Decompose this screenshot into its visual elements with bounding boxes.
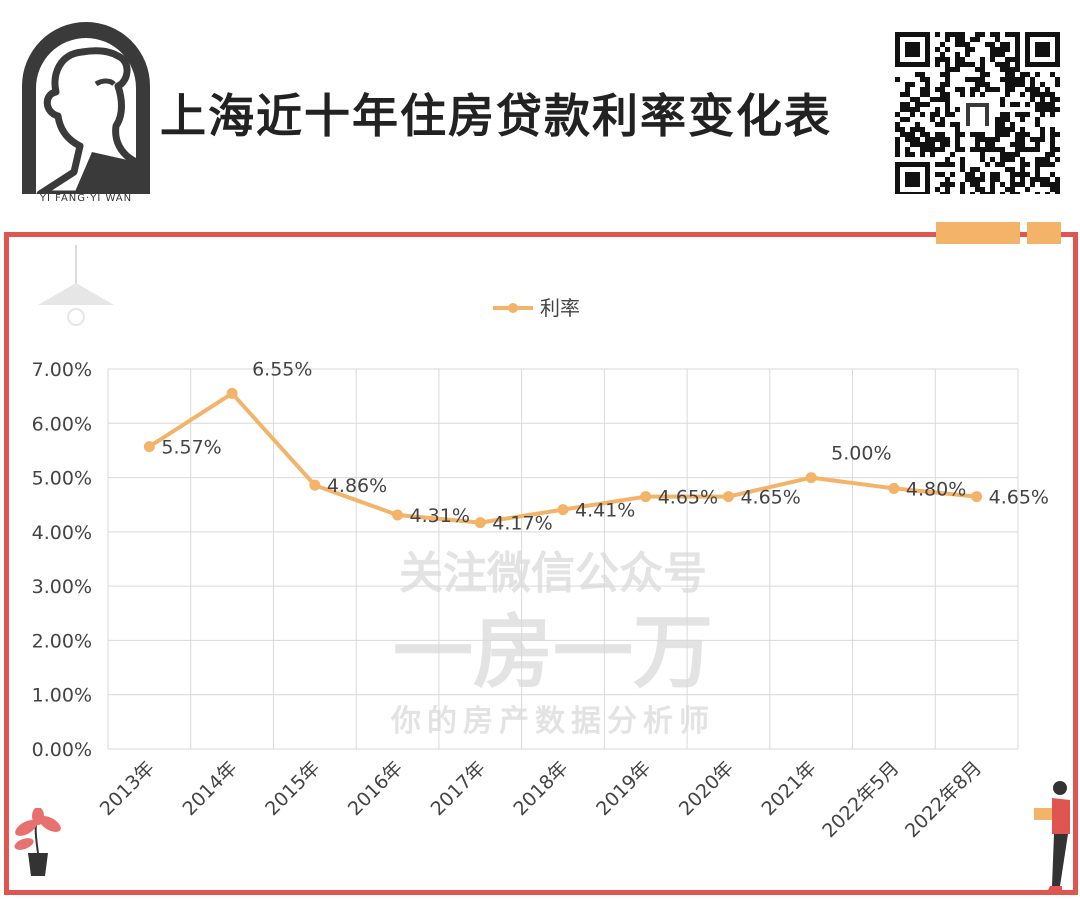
y-tick-label: 7.00% [32,359,92,381]
frame-tab [1027,222,1061,244]
data-label: 6.55% [252,358,312,380]
gridlines [107,368,1019,750]
logo-caption: YI FANG·YI WAN [39,193,133,204]
data-point [722,491,734,503]
x-tick-label: 2014年 [178,757,241,820]
y-tick-label: 2.00% [32,630,92,652]
chart-frame [4,232,1078,895]
x-tick-label: 2022年8月 [901,757,986,842]
data-point [888,482,900,494]
data-points [143,387,983,529]
data-label: 4.65% [989,487,1049,509]
data-labels: 5.57% 6.55% 4.86% 4.31% 4.17% 4.41% 4.65% 4.65%… [161,358,1049,534]
x-tick-label: 2017年 [427,757,490,820]
y-tick-label: 1.00% [32,685,92,707]
data-point [971,491,983,503]
frame-tab [936,222,1020,244]
x-tick-label: 2020年 [675,757,738,820]
x-tick-label: 2013年 [96,757,159,820]
x-tick-label: 2018年 [509,757,572,820]
data-label: 4.31% [410,505,470,527]
person-icon [1034,781,1070,890]
y-tick-label: 5.00% [32,468,92,490]
data-point [143,441,155,453]
data-label: 4.65% [658,487,718,509]
x-tick-label: 2019年 [592,757,655,820]
legend: 利率 [493,296,580,320]
data-label: 5.00% [831,443,891,465]
header: YI FANG·YI WAN 上海近十年住房贷款利率变化表 [0,0,1080,225]
x-tick-label: 2015年 [261,757,324,820]
watermark: 关注微信公众号 一房一万 你的房产数据分析师 [390,548,715,739]
x-tick-label: 2016年 [344,757,407,820]
data-label: 4.65% [740,487,800,509]
x-tick-label: 2022年5月 [818,757,903,842]
watermark-line3: 你的房产数据分析师 [390,704,715,739]
y-tick-label: 4.00% [32,522,92,544]
page-title: 上海近十年住房贷款利率变化表 [160,89,832,143]
logo-portrait-icon [22,22,150,194]
data-point [805,472,817,484]
x-axis-ticks: 2013年 2014年 2015年 2016年 2017年 2018年 2019年 2020年… [96,757,986,842]
data-point [474,517,486,529]
plant-icon [14,808,61,876]
qr-code-icon [895,32,1060,194]
y-tick-label: 6.00% [32,413,92,435]
data-point [226,387,238,399]
watermark-line2: 一房一万 [393,606,713,699]
data-point [557,504,569,516]
legend-marker [508,303,518,313]
legend-label: 利率 [540,296,580,320]
y-axis-ticks: 0.00% 1.00% 2.00% 3.00% 4.00% 5.00% 6.00% 7.00% [32,359,92,761]
data-label: 4.41% [575,500,635,522]
y-tick-label: 0.00% [32,739,92,761]
data-point [392,509,404,521]
watermark-line1: 关注微信公众号 [399,548,707,599]
data-label: 4.86% [327,475,387,497]
data-label: 5.57% [161,437,221,459]
x-tick-label: 2021年 [758,757,821,820]
data-label: 4.17% [492,513,552,535]
lamp-icon [38,245,114,326]
data-point [309,479,321,491]
data-label: 4.80% [906,478,966,500]
y-tick-label: 3.00% [32,576,92,598]
data-point [640,491,652,503]
